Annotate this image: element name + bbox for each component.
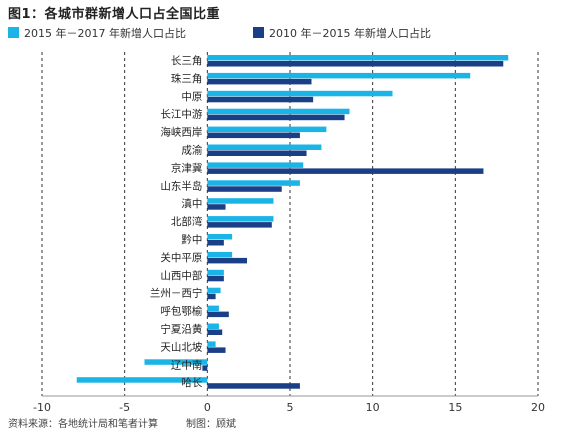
bar-2015-2017 [207, 269, 224, 276]
category-label: 山东半岛 [160, 179, 202, 192]
category-label: 长江中游 [160, 108, 202, 121]
bar-2010-2015 [207, 240, 224, 246]
bar-2010-2015 [207, 257, 248, 264]
bar-2015-2017 [207, 216, 274, 222]
bar-2015-2017 [207, 108, 350, 115]
chart-title: 图1：各城市群新增人口占全国比重 [8, 7, 221, 22]
bar-2015-2017 [76, 377, 208, 383]
bar-2010-2015 [207, 150, 307, 156]
x-tick-label: -5 [119, 401, 130, 414]
x-tick-label: -10 [33, 401, 51, 414]
bar-2015-2017 [207, 126, 327, 133]
category-label: 山西中部 [160, 269, 202, 282]
bar-2010-2015 [207, 168, 484, 174]
category-label: 京津冀 [171, 161, 203, 174]
category-label: 海峡西岸 [160, 126, 202, 139]
category-label: 天山北坡 [160, 340, 202, 353]
bar-2015-2017 [207, 72, 471, 79]
bar-2015-2017 [207, 234, 233, 240]
bar-2015-2017 [207, 90, 393, 97]
legend-swatch-2010-2015 [253, 27, 264, 38]
bar-2015-2017 [207, 251, 233, 258]
bar-2010-2015 [207, 293, 216, 300]
bar-2015-2017 [207, 162, 304, 168]
legend-label-2015-2017: 2015 年－2017 年新增人口占比 [24, 27, 186, 40]
bar-2015-2017 [144, 359, 208, 365]
bar-2010-2015 [207, 311, 229, 318]
bar-2010-2015 [207, 61, 504, 67]
category-label: 成渝 [181, 144, 202, 157]
legend-item-2010-2015: 2010 年－2015 年新增人口占比 [253, 25, 431, 41]
author-note: 制图：顾斌 [186, 419, 236, 430]
bar-2010-2015 [207, 329, 223, 335]
bar-2015-2017 [207, 341, 216, 347]
category-label: 关中平原 [160, 251, 202, 264]
chart-footer: 资料来源：各地统计局和笔者计算 制图：顾斌 [8, 415, 236, 430]
category-label: 北部湾 [171, 215, 203, 228]
category-label: 哈长 [181, 376, 202, 389]
bar-2010-2015 [207, 383, 300, 389]
bar-2010-2015 [207, 204, 226, 210]
bar-2015-2017 [207, 287, 221, 294]
bar-2010-2015 [207, 96, 314, 103]
category-label: 滇中 [181, 197, 202, 210]
x-tick-label: 15 [448, 401, 462, 414]
category-label: 黔中 [181, 233, 202, 246]
category-label: 长三角 [171, 55, 203, 67]
bar-2010-2015 [207, 78, 312, 85]
x-tick-label: 5 [287, 401, 294, 414]
x-tick-label: 20 [531, 401, 545, 414]
bar-2010-2015 [207, 275, 224, 282]
x-tick-label: 0 [204, 401, 211, 414]
bar-2015-2017 [207, 305, 219, 312]
category-label: 珠三角 [171, 72, 203, 85]
bar-2010-2015 [207, 222, 272, 228]
bar-2010-2015 [207, 132, 300, 139]
source-note: 资料来源：各地统计局和笔者计算 [8, 419, 158, 430]
bar-2015-2017 [207, 55, 509, 61]
bar-2015-2017 [207, 144, 322, 150]
bar-2010-2015 [202, 365, 208, 371]
x-tick-label: 10 [366, 401, 380, 414]
category-label: 呼包鄂榆 [160, 305, 202, 318]
category-label: 辽中南 [171, 358, 203, 371]
category-label: 宁夏沿黄 [160, 323, 202, 336]
category-label: 中原 [181, 90, 202, 103]
bar-2015-2017 [207, 198, 274, 204]
legend-label-2010-2015: 2010 年－2015 年新增人口占比 [269, 27, 431, 40]
legend-item-2015-2017: 2015 年－2017 年新增人口占比 [8, 25, 186, 41]
bar-2010-2015 [207, 186, 282, 192]
bar-2010-2015 [207, 114, 345, 121]
bar-2015-2017 [207, 323, 219, 329]
bar-2010-2015 [207, 347, 226, 353]
category-label: 兰州－西宁 [150, 287, 203, 300]
bar-2015-2017 [207, 180, 300, 186]
legend-swatch-2015-2017 [8, 27, 19, 38]
